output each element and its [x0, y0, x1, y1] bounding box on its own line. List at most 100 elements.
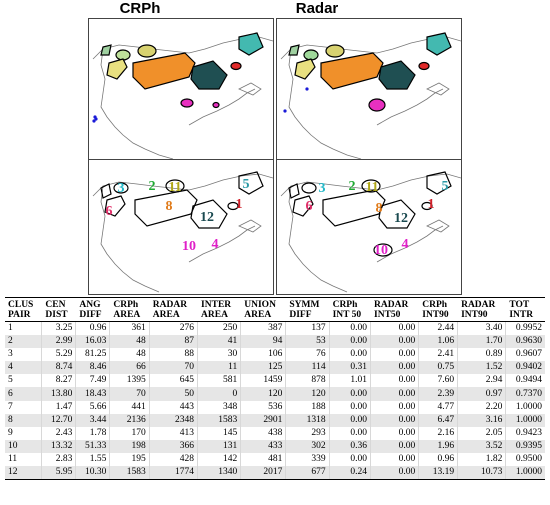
table-cell: 0.00: [328, 413, 371, 427]
table-cell: 1.0000: [505, 400, 545, 414]
table-cell: 0.31: [328, 361, 371, 375]
table-cell: 0.75: [418, 361, 458, 375]
table-cell: 76: [285, 348, 330, 362]
cluster-label: 1: [428, 197, 435, 212]
column-header: CEN DIST: [41, 297, 76, 322]
table-cell: 10.30: [75, 466, 110, 481]
table-cell: 8.27: [41, 374, 76, 388]
table-cell: 387: [240, 321, 286, 336]
table-cell: 878: [285, 374, 330, 388]
table-row: 3 5.29 81.25 48 88 30 106 76 0.00 0.00 2.41 0.89 0.9…: [5, 348, 545, 362]
table-cell: 433: [240, 439, 286, 453]
table-row: 12 5.95 10.30 1583 1774 1340 2017 677 0.24 0.00 13…: [5, 466, 545, 481]
table-cell: 5.29: [41, 348, 76, 362]
table-cell: 30: [197, 348, 241, 362]
cluster-label: 5: [243, 177, 250, 192]
table-cell: 0.00: [328, 400, 371, 414]
table-cell: 1.06: [418, 335, 458, 349]
table-cell: 88: [148, 348, 198, 362]
cluster-label: 4: [402, 237, 409, 252]
table-cell: 481: [240, 452, 286, 467]
table-cell: 0.7370: [505, 387, 545, 401]
table-cell: 18.43: [75, 387, 110, 401]
table-row: 4 8.74 8.46 66 70 11 125 114 0.31 0.00 0.75 1.52 0.9…: [5, 361, 545, 375]
table-cell: 1459: [240, 374, 286, 388]
table-row: 11 2.83 1.55 195 428 142 481 339 0.00 0.00 0.96 1.8…: [5, 452, 545, 467]
table-cell: 6.47: [418, 413, 458, 427]
table-cell: 142: [197, 452, 241, 467]
map-radar-labels: 1 2 3 4 5 6 8 10 11 12: [280, 171, 461, 293]
table-cell: 13.19: [418, 466, 458, 481]
map-radar-points: [280, 32, 461, 159]
table-cell: 198: [109, 439, 150, 453]
table-cell: 66: [109, 361, 150, 375]
table-cell: 12: [5, 466, 42, 481]
table-cell: 0.00: [370, 439, 419, 453]
table-cell: 0.00: [370, 452, 419, 467]
table-cell: 250: [197, 321, 241, 336]
table-cell: 0.00: [370, 335, 419, 349]
table-cell: 3.40: [457, 321, 506, 336]
map-panel-radar-labels: 1 2 3 4 5 6 8 10 11 12: [276, 159, 462, 295]
table-cell: 366: [148, 439, 198, 453]
table-cell: 0.9607: [505, 348, 545, 362]
table-cell: 0.00: [370, 400, 419, 414]
table-cell: 0.9494: [505, 374, 545, 388]
table-row: 1 3.25 0.96 361 276 250 387 137 0.00 0.00 2.44 3.40…: [5, 321, 545, 336]
table-cell: 2.16: [418, 426, 458, 440]
table-cell: 114: [285, 361, 330, 375]
table-cell: 120: [285, 387, 330, 401]
table-cell: 0.97: [457, 387, 506, 401]
table-cell: 0.36: [328, 439, 371, 453]
column-header: RADAR AREA: [148, 297, 198, 322]
map-crph-labels: 1 2 3 4 5 6 8 10 11 12: [92, 171, 273, 293]
table-cell: 120: [240, 387, 286, 401]
table-cell: 645: [148, 374, 198, 388]
table-cell: 3: [8, 349, 13, 360]
table-cell: 125: [240, 361, 286, 375]
table-row: 9 2.43 1.78 170 413 145 438 293 0.00 0.00 2.16 2.05…: [5, 426, 545, 440]
table-cell: 13.32: [41, 439, 76, 453]
table-cell: 2901: [240, 413, 286, 427]
cluster-label: 10: [182, 239, 196, 254]
table-cell: 2.83: [41, 452, 76, 467]
table-cell: 0.00: [370, 387, 419, 401]
map-crph-points: [92, 32, 273, 159]
table-cell: 11: [8, 453, 18, 464]
table-cell: 3.52: [457, 439, 506, 453]
table-cell: 170: [109, 426, 150, 440]
table-cell: 70: [109, 387, 150, 401]
table-cell: 1.55: [75, 452, 110, 467]
table-cell: 188: [285, 400, 330, 414]
table-cell: 0.00: [370, 426, 419, 440]
title-radar: Radar: [295, 0, 339, 17]
table-cell: 4: [5, 361, 42, 375]
table-cell: 0.96: [418, 452, 458, 467]
table-cell: 4.77: [418, 400, 458, 414]
table-cell: 1340: [197, 466, 241, 481]
table-cell: 0: [197, 387, 241, 401]
table-cell: 0.00: [328, 321, 371, 336]
table-cell: 1318: [285, 413, 330, 427]
table-cell: 677: [285, 466, 330, 481]
cluster-label: 3: [118, 181, 125, 196]
table-cell: 2.41: [418, 348, 458, 362]
table-cell: 428: [148, 452, 198, 467]
table-cell: 1395: [109, 374, 150, 388]
table-cell: 0.00: [370, 374, 419, 388]
table-cell: 195: [109, 452, 150, 467]
column-header: ANG DIFF: [75, 297, 110, 322]
cluster-label: 8: [376, 201, 383, 216]
table-cell: 1583: [109, 466, 150, 481]
table-cell: 1.82: [457, 452, 506, 467]
table-cell: 0.9395: [505, 439, 545, 453]
table-cell: 2.20: [457, 400, 506, 414]
cluster-label: 8: [166, 199, 173, 214]
table-cell: 8: [5, 413, 42, 427]
table-cell: 7.49: [75, 374, 110, 388]
table-cell: 41: [197, 335, 241, 349]
table-cell: 0.00: [370, 348, 419, 362]
table-body: 1 3.25 0.96 361 276 250 387 137 0.00 0.00 2.44 3.40…: [5, 321, 545, 481]
table-cell: 0.96: [75, 321, 110, 336]
table-cell: 2348: [148, 413, 198, 427]
